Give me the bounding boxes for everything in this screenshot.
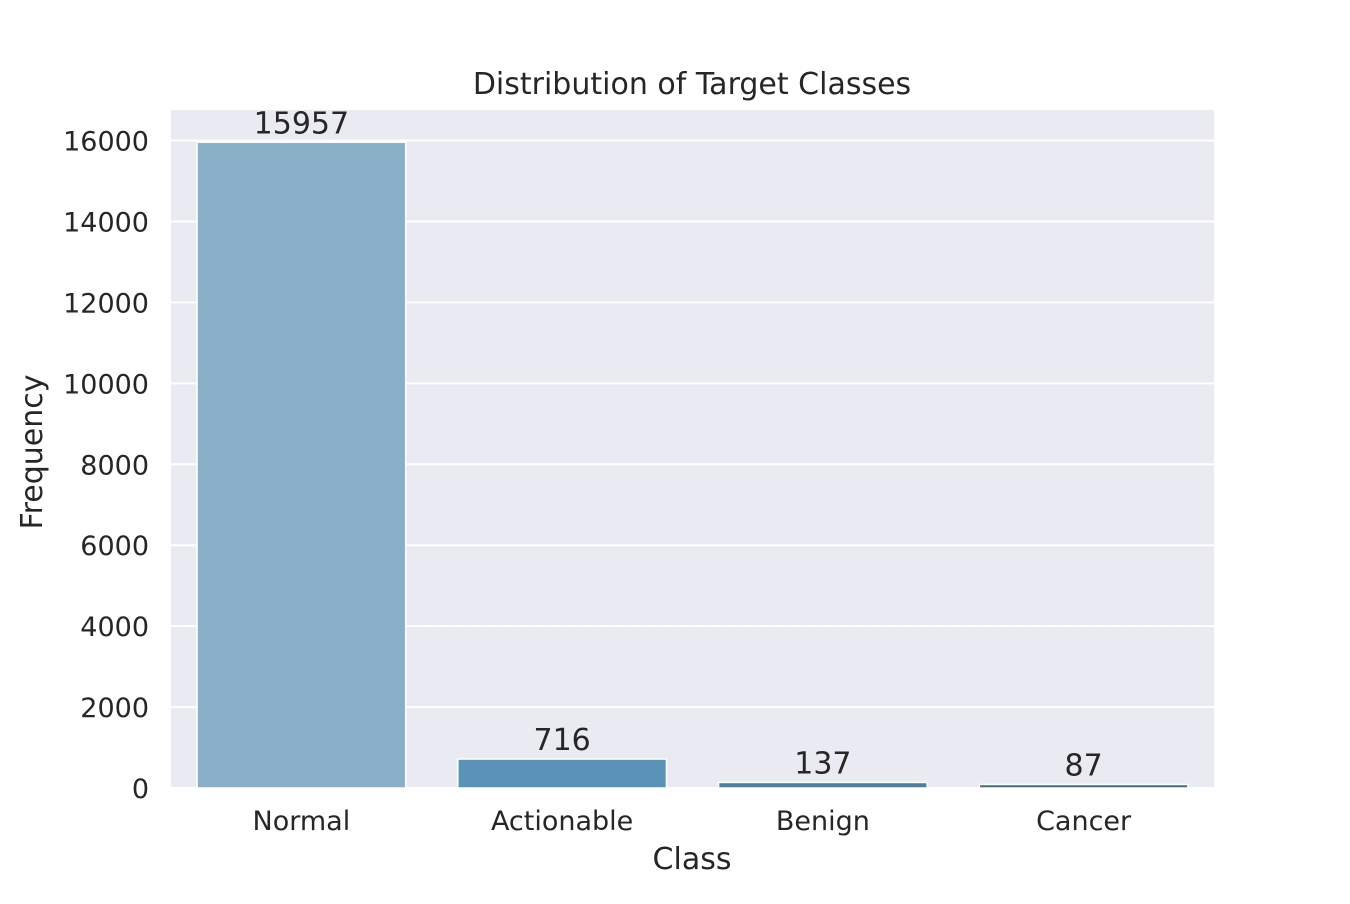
x-tick-label-benign: Benign	[776, 806, 870, 837]
x-tick-label-normal: Normal	[253, 806, 351, 837]
x-tick-label-actionable: Actionable	[491, 806, 633, 837]
bar-benign	[717, 781, 928, 789]
data-labels: 15957 716 137 87	[254, 106, 1103, 783]
y-axis-label: Frequency	[15, 375, 50, 530]
y-tick-label: 4000	[80, 612, 149, 643]
data-label-benign: 137	[794, 746, 851, 781]
bar-cancer	[978, 783, 1189, 789]
y-axis-ticks: 0 2000 4000 6000 8000 10000 12000 14000 16000	[63, 127, 149, 805]
data-label-actionable: 716	[533, 723, 590, 758]
y-tick-label: 0	[132, 774, 149, 805]
x-axis-label: Class	[653, 842, 732, 877]
x-axis-ticks: Normal Actionable Benign Cancer	[253, 806, 1133, 837]
bar-actionable	[457, 758, 668, 789]
bar-normal	[196, 141, 407, 789]
y-tick-label: 10000	[63, 369, 149, 400]
y-tick-label: 16000	[63, 127, 149, 158]
y-tick-label: 12000	[63, 288, 149, 319]
chart-title: Distribution of Target Classes	[473, 67, 911, 102]
bars	[196, 141, 1189, 789]
x-tick-label-cancer: Cancer	[1036, 806, 1132, 837]
y-tick-label: 6000	[80, 531, 149, 562]
y-tick-label: 2000	[80, 693, 149, 724]
data-label-normal: 15957	[254, 106, 349, 141]
y-tick-label: 14000	[63, 207, 149, 238]
y-tick-label: 8000	[80, 450, 149, 481]
data-label-cancer: 87	[1065, 748, 1103, 783]
